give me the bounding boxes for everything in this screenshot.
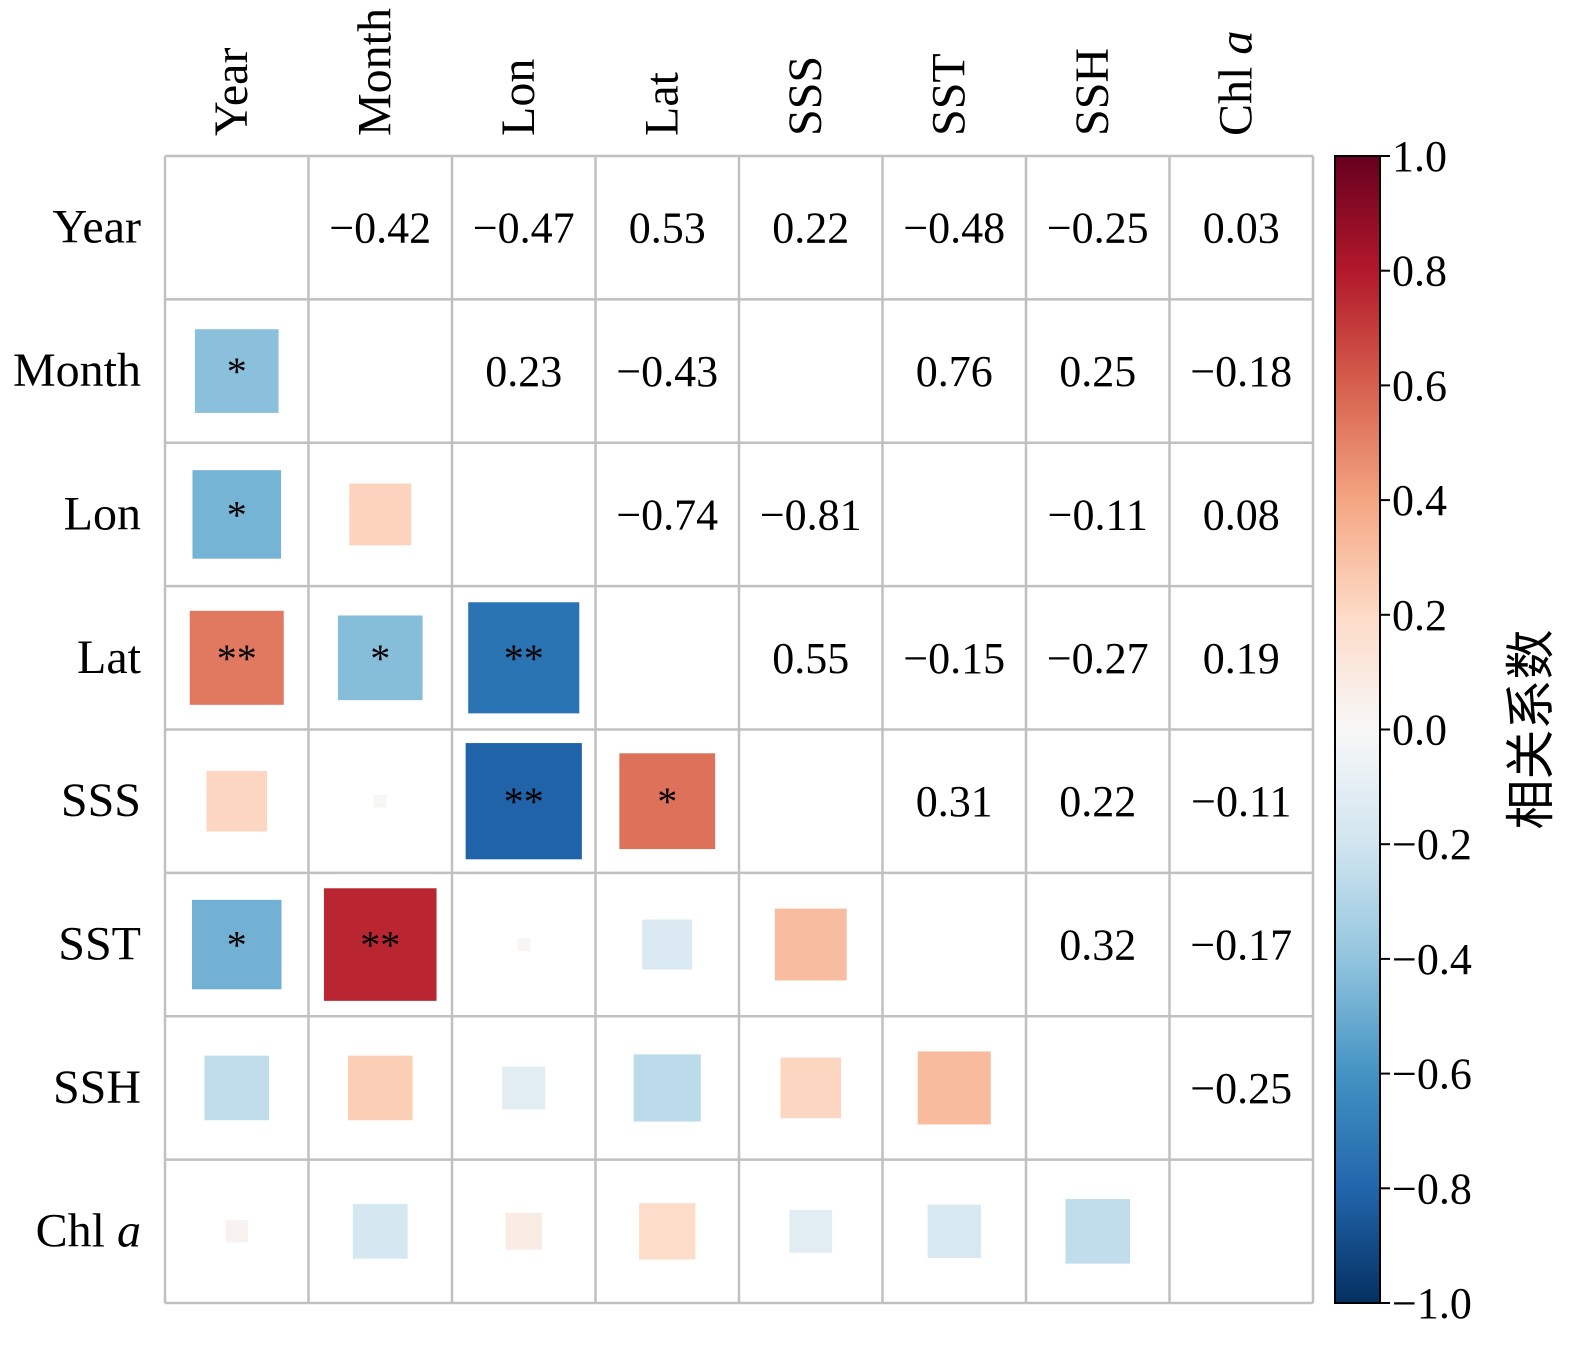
correlation-value-label: 0.25 <box>1059 347 1136 396</box>
heatmap-cell <box>192 470 282 559</box>
correlation-value-label: −0.74 <box>616 490 718 539</box>
row-label: Year <box>53 201 141 254</box>
row-label: Month <box>13 344 141 397</box>
colorbar-tick-label: 0.4 <box>1392 476 1447 525</box>
column-label: Year <box>205 48 258 136</box>
labels-layer: −0.42 −0.47 0.53 0.22 −0.48 −0.25 0.03 0.23 −0.4… <box>13 8 1292 1257</box>
significance-stars: ** <box>360 923 400 968</box>
correlation-value-label: 0.22 <box>1059 777 1136 826</box>
colorbar-gradient <box>1334 155 1381 1304</box>
significance-stars: ** <box>504 636 544 681</box>
heatmap-cell <box>468 602 580 714</box>
colorbar-tick-label: −1.0 <box>1392 1279 1472 1328</box>
correlation-value-label: −0.48 <box>903 204 1005 253</box>
heatmap-cell <box>774 908 847 981</box>
heatmap-cell <box>633 1054 701 1122</box>
correlation-value-label: 0.76 <box>916 347 993 396</box>
column-label: SST <box>922 53 975 136</box>
correlation-value-label: −0.25 <box>1190 1064 1292 1113</box>
cells-layer: **** * **** ** ** <box>189 329 1131 1264</box>
correlation-value-label: −0.11 <box>1191 777 1291 826</box>
colorbar-tick-label: 0.6 <box>1392 361 1447 410</box>
heatmap-cell <box>347 1055 413 1121</box>
correlation-value-label: 0.03 <box>1203 204 1280 253</box>
colorbar-tick-label: −0.4 <box>1392 935 1472 984</box>
correlation-value-label: −0.18 <box>1190 347 1292 396</box>
correlation-value-label: −0.25 <box>1047 204 1149 253</box>
heatmap-cell <box>323 888 437 1001</box>
heatmap-cell <box>1065 1199 1131 1264</box>
colorbar-tick-label: 0.8 <box>1392 247 1447 296</box>
heatmap-cell <box>517 938 531 952</box>
correlation-value-label: −0.17 <box>1190 921 1292 970</box>
heatmap-cell <box>373 794 387 808</box>
significance-stars: ** <box>504 779 544 824</box>
correlation-value-label: 0.23 <box>485 347 562 396</box>
heatmap-cell <box>189 610 284 705</box>
heatmap-cell <box>337 615 423 701</box>
column-label: Lat <box>635 71 688 136</box>
heatmap-cell <box>194 329 279 413</box>
row-label: SSS <box>61 774 141 827</box>
row-label: SSH <box>53 1061 141 1114</box>
colorbar-tick-label: 1.0 <box>1392 132 1447 181</box>
correlation-value-label: 0.22 <box>772 204 849 253</box>
correlation-value-label: 0.19 <box>1203 634 1280 683</box>
heatmap-cell <box>917 1051 991 1125</box>
significance-stars: ** <box>217 636 257 681</box>
correlation-value-label: 0.31 <box>916 777 993 826</box>
heatmap-cell <box>642 919 693 970</box>
heatmap-cell <box>502 1066 546 1110</box>
significance-stars: * <box>227 923 247 968</box>
significance-stars: * <box>227 349 247 394</box>
column-label: Month <box>348 8 401 136</box>
colorbar-label: 相关系数 <box>1503 630 1559 830</box>
heatmap-cell <box>352 1203 408 1259</box>
heatmap-cell <box>206 770 268 832</box>
column-label: Chl a <box>1209 31 1262 136</box>
colorbar-tick-label: −0.6 <box>1392 1050 1472 1099</box>
correlation-value-label: 0.55 <box>772 634 849 683</box>
significance-stars: * <box>657 779 677 824</box>
row-label: Lon <box>64 487 141 540</box>
colorbar: 1.0 0.8 0.6 0.4 0.2 0.0 −0.2 −0.4 −0.6 −0.8 −1.0 相关… <box>1334 132 1559 1328</box>
heatmap-cell <box>639 1203 696 1260</box>
correlation-value-label: −0.11 <box>1048 490 1148 539</box>
heatmap-cell <box>349 483 412 546</box>
row-label: Lat <box>77 631 142 684</box>
correlation-value-label: −0.42 <box>329 204 431 253</box>
colorbar-tick-label: 0.2 <box>1392 591 1447 640</box>
colorbar-tick-label: −0.8 <box>1392 1164 1472 1213</box>
row-label: Chl a <box>36 1204 141 1257</box>
heatmap-cell <box>465 743 582 860</box>
correlation-value-label: −0.15 <box>903 634 1005 683</box>
correlation-value-label: 0.08 <box>1203 490 1280 539</box>
colorbar-tick-label: 0.0 <box>1392 706 1447 755</box>
correlation-value-label: −0.27 <box>1047 634 1149 683</box>
heatmap-cell <box>225 1220 248 1243</box>
correlation-value-label: −0.81 <box>760 490 862 539</box>
heatmap-cell <box>780 1057 842 1119</box>
significance-stars: * <box>227 492 247 537</box>
heatmap-cell <box>619 753 716 850</box>
significance-stars: * <box>370 636 390 681</box>
column-label: SSH <box>1066 48 1119 136</box>
correlation-value-label: −0.43 <box>616 347 718 396</box>
heatmap-cell <box>204 1055 270 1121</box>
row-label: SST <box>58 918 141 971</box>
colorbar-tick-label: −0.2 <box>1392 820 1472 869</box>
heatmap-cell <box>789 1209 833 1253</box>
correlation-value-label: 0.32 <box>1059 921 1136 970</box>
column-label: Lon <box>492 59 545 136</box>
heatmap-cell <box>927 1204 981 1258</box>
heatmap-cell <box>192 899 282 990</box>
heatmap-cell <box>505 1213 543 1250</box>
correlation-value-label: −0.47 <box>473 204 575 253</box>
grid-layer <box>163 154 1315 1305</box>
column-label: SSS <box>779 56 832 136</box>
correlation-value-label: 0.53 <box>629 204 706 253</box>
